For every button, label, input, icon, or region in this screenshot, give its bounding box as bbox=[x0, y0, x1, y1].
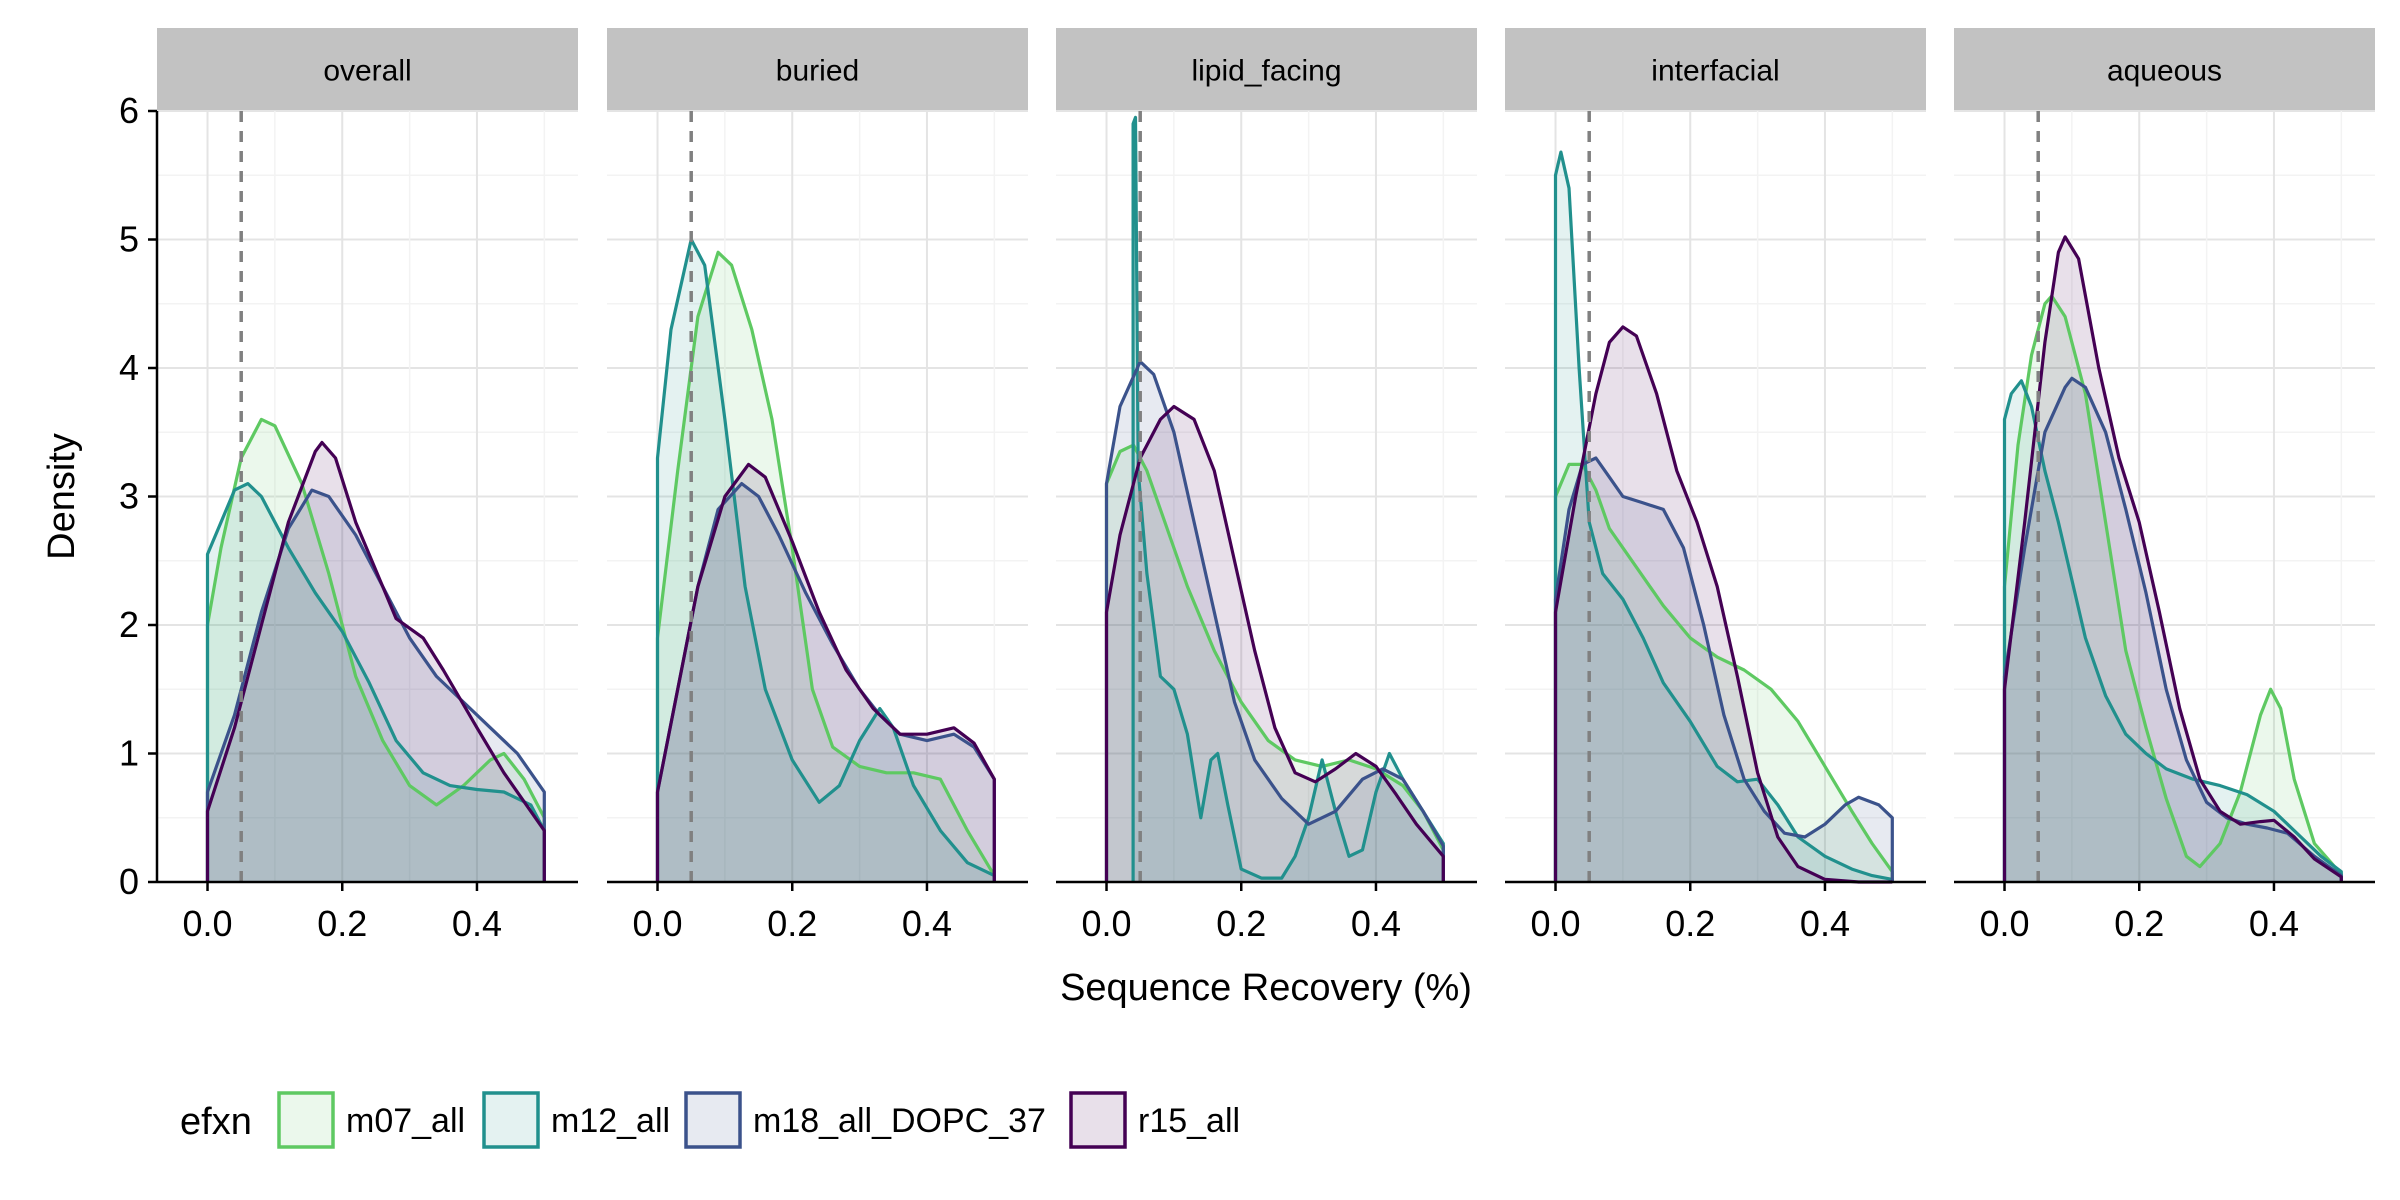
legend: efxn m07_all m12_all m18_all_DOPC_37 r15_al… bbox=[180, 1091, 1240, 1149]
x-tick-label: 0.4 bbox=[2249, 903, 2299, 944]
density-fill-m07_all bbox=[657, 252, 995, 883]
density-line-m07_all bbox=[1553, 462, 1894, 882]
y-tick-label: 6 bbox=[119, 90, 139, 131]
density-line-m12_all bbox=[205, 482, 546, 882]
legend-label: m18_all_DOPC_37 bbox=[753, 1102, 1046, 1140]
facet-panel-buried: buried 0.0 0.2 0.4 bbox=[607, 28, 1028, 944]
x-tick-label: 0.4 bbox=[452, 903, 502, 944]
density-fill-m07_all bbox=[207, 419, 545, 882]
facet-strip-label: overall bbox=[323, 55, 411, 88]
facet-strip-label: aqueous bbox=[2107, 55, 2222, 88]
density-fill-m12_all bbox=[2004, 380, 2342, 882]
legend-key bbox=[482, 1091, 540, 1149]
legend-item-m07_all: m07_all bbox=[277, 1091, 465, 1149]
facet-strip-label: interfacial bbox=[1651, 55, 1779, 88]
x-tick-label: 0.0 bbox=[1081, 903, 1131, 944]
density-fill-m12_all bbox=[207, 483, 545, 882]
x-tick-label: 0.4 bbox=[902, 903, 952, 944]
density-fill-m18_all_DOPC_37 bbox=[657, 483, 995, 882]
y-axis: 0 1 2 3 4 5 6 bbox=[119, 90, 159, 902]
density-fill-m18_all_DOPC_37 bbox=[2004, 378, 2342, 882]
facet-strip bbox=[1056, 28, 1477, 111]
density-line-m07_all bbox=[655, 250, 996, 882]
gridlines bbox=[157, 110, 578, 883]
x-tick-label: 0.0 bbox=[1530, 903, 1580, 944]
x-tick-label: 0.4 bbox=[1351, 903, 1401, 944]
density-fill-m12_all bbox=[657, 239, 995, 882]
facet-strip bbox=[1954, 28, 2375, 111]
facet-strip bbox=[1505, 28, 1926, 111]
facet-panel-aqueous: aqueous 0.0 0.2 0.4 bbox=[1954, 28, 2375, 944]
legend-key bbox=[1069, 1091, 1127, 1149]
facet-strip-label: buried bbox=[776, 55, 859, 88]
density-line-m07_all bbox=[2002, 294, 2343, 882]
y-tick-label: 5 bbox=[119, 219, 139, 260]
x-tick-label: 0.2 bbox=[1665, 903, 1715, 944]
x-tick-label: 0.0 bbox=[1979, 903, 2029, 944]
legend-label: r15_all bbox=[1138, 1102, 1240, 1140]
y-tick-label: 3 bbox=[119, 476, 139, 517]
density-fill-m18_all_DOPC_37 bbox=[207, 490, 545, 882]
facet-strip bbox=[607, 28, 1028, 111]
facet-strip-label: lipid_facing bbox=[1191, 55, 1341, 88]
legend-key bbox=[684, 1091, 742, 1149]
legend-label: m07_all bbox=[346, 1102, 465, 1140]
density-fill-r15_all bbox=[1555, 326, 1893, 882]
x-tick-label: 0.2 bbox=[767, 903, 817, 944]
density-line-r15_all bbox=[1104, 404, 1445, 882]
gridlines bbox=[1954, 110, 2375, 883]
x-tick-label: 0.2 bbox=[2114, 903, 2164, 944]
x-tick-label: 0.4 bbox=[1800, 903, 1850, 944]
legend-label: m12_all bbox=[551, 1102, 670, 1140]
y-tick-label: 2 bbox=[119, 604, 139, 645]
legend-item-m12_all: m12_all bbox=[482, 1091, 670, 1149]
x-tick-label: 0.2 bbox=[317, 903, 367, 944]
density-line-m12_all bbox=[1553, 150, 1894, 882]
facet-strip bbox=[157, 28, 578, 111]
density-line-m12_all bbox=[2002, 379, 2343, 882]
density-fill-m12_all bbox=[1555, 152, 1893, 883]
y-tick-label: 1 bbox=[119, 733, 139, 774]
density-line-m12_all bbox=[1131, 115, 1445, 882]
density-line-r15_all bbox=[1553, 325, 1893, 884]
legend-title: efxn bbox=[180, 1101, 252, 1143]
x-axis-title: Sequence Recovery (%) bbox=[1060, 967, 1472, 1009]
facet-panel-interfacial: interfacial 0.0 0.2 0.4 bbox=[1505, 28, 1926, 944]
facet-panel-lipid_facing: lipid_facing 0.0 0.2 0.4 bbox=[1056, 28, 1477, 944]
density-fill-m18_all_DOPC_37 bbox=[1555, 458, 1893, 882]
y-tick-label: 0 bbox=[119, 861, 139, 902]
x-tick-label: 0.2 bbox=[1216, 903, 1266, 944]
density-line-m18_all_DOPC_37 bbox=[205, 488, 546, 882]
density-line-r15_all bbox=[205, 440, 546, 882]
facet-panel-overall: overall 0.0 0.2 0.4 bbox=[157, 28, 578, 944]
x-tick-label: 0.0 bbox=[182, 903, 232, 944]
y-tick-label: 4 bbox=[119, 347, 139, 388]
density-line-m07_all bbox=[205, 417, 546, 882]
density-fill-m12_all bbox=[1133, 117, 1444, 882]
legend-item-m18_all_DOPC_37: m18_all_DOPC_37 bbox=[684, 1091, 1046, 1149]
x-tick-label: 0.0 bbox=[632, 903, 682, 944]
density-line-m18_all_DOPC_37 bbox=[2002, 376, 2343, 882]
density-fill-m07_all bbox=[1555, 464, 1893, 882]
density-line-r15_all bbox=[2002, 235, 2343, 882]
legend-key bbox=[277, 1091, 335, 1149]
density-fill-m07_all bbox=[2004, 296, 2342, 882]
density-line-m07_all bbox=[1104, 443, 1445, 882]
legend-item-r15_all: r15_all bbox=[1069, 1091, 1240, 1149]
density-fill-m07_all bbox=[1106, 445, 1444, 882]
y-axis-title: Density bbox=[41, 433, 83, 560]
